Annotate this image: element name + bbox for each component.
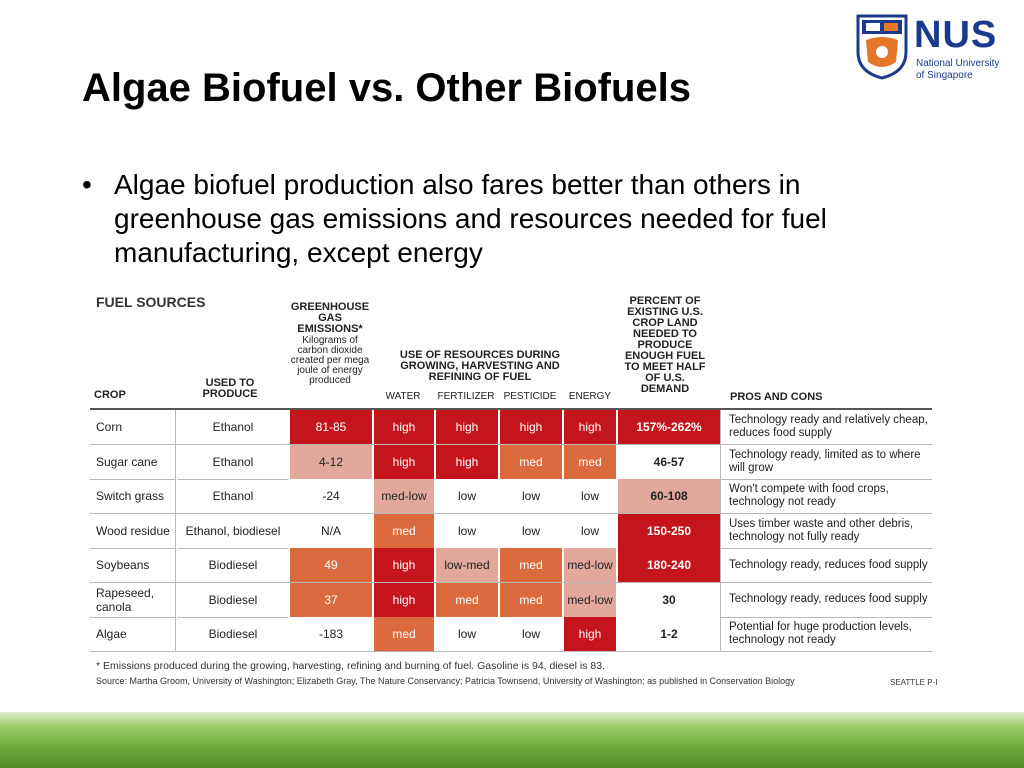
cell-product: Ethanol [176, 444, 288, 479]
cell-pros: Uses timber waste and other debris, tech… [720, 513, 932, 548]
cell-percent: 1-2 [616, 617, 720, 651]
cell-pesticide: low [498, 513, 562, 548]
cell-pesticide: med [498, 582, 562, 617]
cell-energy: med [562, 444, 616, 479]
header-pesticide: PESTICIDE [503, 391, 557, 402]
cell-ghg: 81-85 [288, 410, 372, 444]
cell-fertilizer: high [434, 410, 498, 444]
cell-ghg: 49 [288, 548, 372, 582]
cell-water: high [372, 444, 434, 479]
cell-crop: Rapeseed, canola [90, 582, 176, 617]
slide-title: Algae Biofuel vs. Other Biofuels [82, 66, 692, 110]
cell-energy: low [562, 513, 616, 548]
cell-water: med-low [372, 479, 434, 513]
cell-water: high [372, 548, 434, 582]
cell-ghg: -183 [288, 617, 372, 651]
cell-product: Biodiesel [176, 582, 288, 617]
cell-crop: Wood residue [90, 513, 176, 548]
cell-pesticide: med [498, 548, 562, 582]
nus-logo: NUS National University of Singapore [856, 14, 1016, 86]
cell-crop: Soybeans [90, 548, 176, 582]
cell-water: med [372, 617, 434, 651]
header-divider [90, 408, 932, 410]
grass-background [0, 712, 1024, 768]
cell-pesticide: med [498, 444, 562, 479]
cell-product: Ethanol [176, 479, 288, 513]
table-row: Sugar cane Ethanol 4-12 high high med med 46-57… [90, 444, 932, 480]
cell-crop: Switch grass [90, 479, 176, 513]
cell-ghg: -24 [288, 479, 372, 513]
cell-product: Biodiesel [176, 548, 288, 582]
cell-percent: 60-108 [616, 479, 720, 513]
cell-water: high [372, 410, 434, 444]
header-used-to-produce: USED TO PRODUCE [202, 377, 258, 400]
cell-energy: high [562, 617, 616, 651]
cell-pros: Technology ready, limited as to where wi… [720, 444, 932, 479]
figure-title: FUEL SOURCES [96, 294, 206, 310]
cell-ghg: 37 [288, 582, 372, 617]
logo-subtitle: National University of Singapore [916, 58, 999, 82]
cell-water: med [372, 513, 434, 548]
source-credit: Source: Martha Groom, University of Wash… [96, 676, 795, 686]
cell-percent: 157%-262% [616, 410, 720, 444]
cell-energy: high [562, 410, 616, 444]
cell-ghg: N/A [288, 513, 372, 548]
cell-percent: 150-250 [616, 513, 720, 548]
table-row: Algae Biodiesel -183 med low low high 1-2 Potent… [90, 617, 932, 652]
cell-product: Ethanol [176, 410, 288, 444]
cell-pros: Potential for huge production levels, te… [720, 617, 932, 651]
cell-fertilizer: low [434, 513, 498, 548]
cell-percent: 46-57 [616, 444, 720, 479]
cell-fertilizer: low [434, 617, 498, 651]
footnote: * Emissions produced during the growing,… [96, 660, 605, 672]
header-water: WATER [385, 391, 421, 402]
cell-fertilizer: high [434, 444, 498, 479]
cell-pesticide: low [498, 479, 562, 513]
cell-energy: low [562, 479, 616, 513]
cell-pros: Technology ready, reduces food supply [720, 548, 932, 582]
bullet-text: Algae biofuel production also fares bett… [114, 169, 827, 268]
cell-pesticide: high [498, 410, 562, 444]
table-row: Switch grass Ethanol -24 med-low low low low 60… [90, 479, 932, 514]
nus-crest-icon [856, 14, 908, 80]
table-row: Soybeans Biodiesel 49 high low-med med med-low… [90, 548, 932, 583]
cell-crop: Algae [90, 617, 176, 651]
table-row: Rapeseed, canola Biodiesel 37 high med med med… [90, 582, 932, 618]
header-pros-cons: PROS AND CONS [730, 391, 823, 403]
logo-subtitle-line1: National University [916, 58, 1000, 69]
cell-crop: Sugar cane [90, 444, 176, 479]
bullet-dot-icon: • [82, 169, 92, 200]
cell-energy: med-low [562, 582, 616, 617]
cell-energy: med-low [562, 548, 616, 582]
table-row: Corn Ethanol 81-85 high high high high 157%-262… [90, 410, 932, 445]
logo-wordmark: NUS [914, 14, 998, 56]
table-row: Wood residue Ethanol, biodiesel N/A med low l… [90, 513, 932, 549]
cell-ghg: 4-12 [288, 444, 372, 479]
fuel-sources-table: FUEL SOURCES CROP USED TO PRODUCE GREENH… [90, 290, 940, 690]
cell-percent: 180-240 [616, 548, 720, 582]
cell-pros: Won't compete with food crops, technolog… [720, 479, 932, 513]
cell-water: high [372, 582, 434, 617]
header-fertilizer: FERTILIZER [437, 391, 495, 402]
header-energy: ENERGY [568, 391, 612, 402]
cell-product: Biodiesel [176, 617, 288, 651]
cell-fertilizer: low [434, 479, 498, 513]
cell-fertilizer: low-med [434, 548, 498, 582]
logo-subtitle-line2: of Singapore [916, 70, 973, 81]
cell-pesticide: low [498, 617, 562, 651]
header-ghg-sub: Kilograms of carbon dioxide created per … [290, 335, 370, 386]
header-ghg-title: GREENHOUSE GAS EMISSIONS* [290, 301, 370, 335]
publisher-credit: SEATTLE P-I [890, 678, 938, 687]
cell-fertilizer: med [434, 582, 498, 617]
header-crop: CROP [94, 389, 126, 401]
cell-crop: Corn [90, 410, 176, 444]
cell-product: Ethanol, biodiesel [176, 513, 288, 548]
header-resources: USE OF RESOURCES DURING GROWING, HARVEST… [399, 349, 561, 383]
cell-pros: Technology ready, reduces food supply [720, 582, 932, 617]
cell-percent: 30 [616, 582, 720, 617]
header-percent: PERCENT OF EXISTING U.S. CROP LAND NEEDE… [624, 295, 706, 395]
cell-pros: Technology ready and relatively cheap, r… [720, 410, 932, 444]
